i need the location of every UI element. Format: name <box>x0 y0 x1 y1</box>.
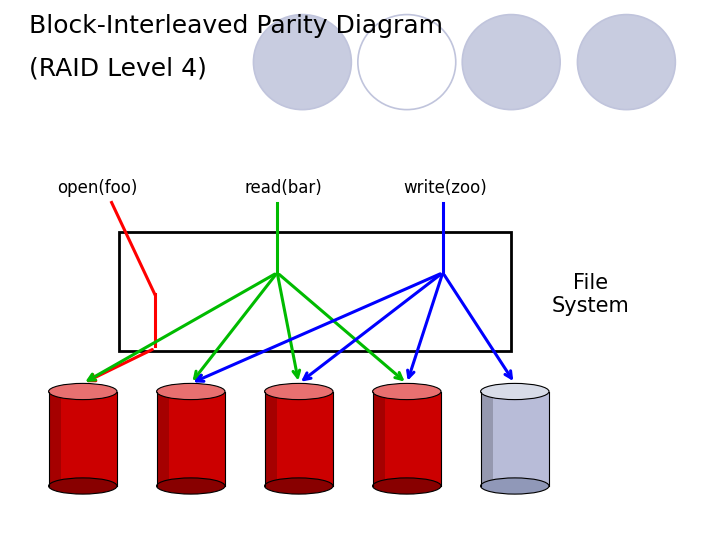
Ellipse shape <box>157 383 225 400</box>
Ellipse shape <box>480 383 549 400</box>
Ellipse shape <box>265 478 333 494</box>
Bar <box>49 392 117 486</box>
Text: Block-Interleaved Parity Diagram: Block-Interleaved Parity Diagram <box>29 14 443 37</box>
Ellipse shape <box>480 478 549 494</box>
Ellipse shape <box>577 15 675 110</box>
Ellipse shape <box>373 478 441 494</box>
Bar <box>157 392 169 486</box>
Text: open(foo): open(foo) <box>58 179 138 197</box>
Ellipse shape <box>48 383 117 400</box>
Ellipse shape <box>48 478 117 494</box>
Bar <box>481 392 549 486</box>
Text: read(bar): read(bar) <box>245 179 323 197</box>
Text: File
System: File System <box>552 273 629 316</box>
Bar <box>373 392 385 486</box>
Ellipse shape <box>373 383 441 400</box>
Bar <box>373 392 441 486</box>
Bar <box>265 392 277 486</box>
Bar <box>49 392 61 486</box>
Bar <box>157 392 225 486</box>
Text: write(zoo): write(zoo) <box>403 179 487 197</box>
Ellipse shape <box>253 15 351 110</box>
Ellipse shape <box>462 15 560 110</box>
Text: (RAID Level 4): (RAID Level 4) <box>29 57 207 80</box>
Bar <box>119 232 511 351</box>
Ellipse shape <box>265 383 333 400</box>
Ellipse shape <box>157 478 225 494</box>
Bar <box>481 392 493 486</box>
Ellipse shape <box>358 15 456 110</box>
Bar <box>265 392 333 486</box>
